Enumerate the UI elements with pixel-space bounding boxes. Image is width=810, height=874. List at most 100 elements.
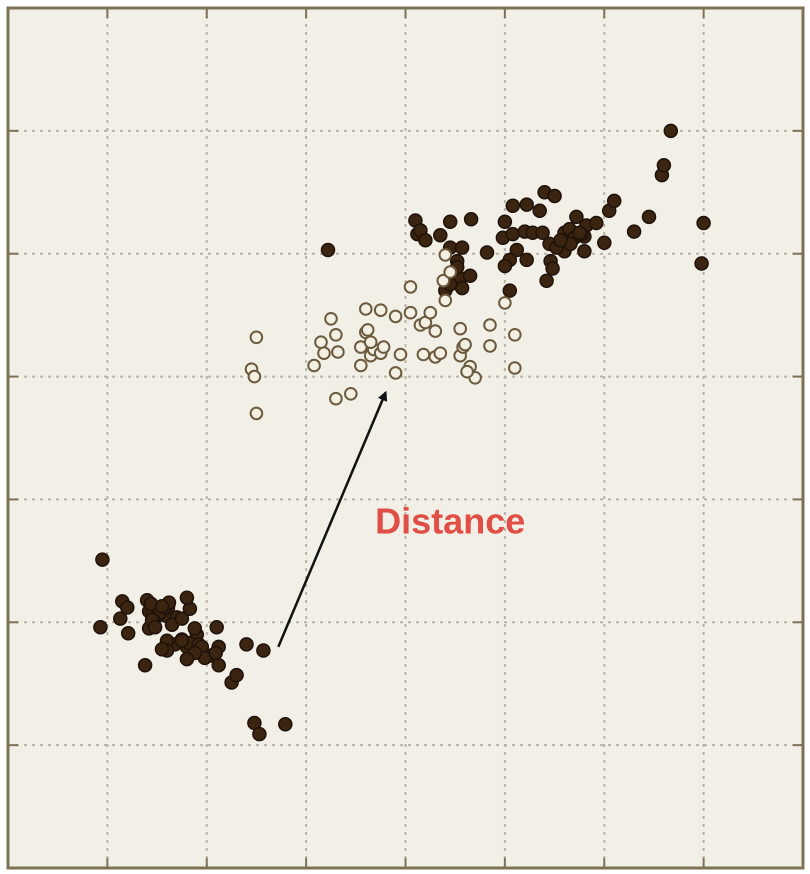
hollow-point [388, 366, 403, 380]
hollow-point [483, 339, 497, 353]
filled-point [179, 651, 195, 667]
filled-point [519, 252, 534, 268]
filled-point [497, 258, 513, 274]
filled-point [577, 244, 592, 259]
filled-point [663, 123, 679, 139]
filled-point [187, 621, 203, 636]
filled-point [147, 619, 163, 635]
data-points [93, 123, 711, 742]
hollow-point [428, 324, 443, 338]
hollow-point [363, 335, 378, 350]
hollow-point [416, 347, 431, 362]
filled-point [174, 633, 190, 648]
filled-point [553, 232, 568, 248]
filled-point [463, 212, 479, 227]
filled-point [641, 209, 657, 225]
hollow-point [403, 280, 418, 294]
filled-point [539, 273, 554, 288]
gridlines [8, 8, 803, 868]
filled-point [547, 188, 562, 204]
filled-point [589, 215, 604, 231]
filled-point [497, 214, 513, 230]
hollow-point [354, 358, 368, 373]
hollow-point [249, 330, 264, 345]
hollow-point [393, 347, 408, 362]
filled-point [278, 717, 293, 732]
filled-point [209, 619, 224, 635]
filled-point [479, 245, 495, 260]
filled-point [113, 611, 128, 626]
filled-point [519, 197, 534, 212]
hollow-point [483, 318, 497, 332]
hollow-point [324, 312, 338, 326]
distance-label: Distance [375, 501, 525, 542]
filled-point [532, 203, 547, 218]
plot-background [8, 8, 803, 868]
hollow-point [376, 340, 391, 354]
hollow-point [458, 337, 472, 352]
hollow-point [329, 391, 343, 406]
filled-point [535, 225, 550, 241]
filled-point [656, 158, 672, 173]
filled-point [454, 240, 470, 255]
filled-point [505, 226, 521, 242]
filled-point [120, 600, 135, 615]
hollow-point [508, 328, 522, 342]
filled-point [509, 242, 525, 258]
filled-point [137, 658, 153, 673]
hollow-point [460, 364, 474, 379]
hollow-point [344, 387, 358, 401]
filled-point [606, 193, 622, 209]
hollow-point [433, 346, 448, 361]
filled-point [229, 667, 244, 683]
filled-point [93, 619, 108, 635]
filled-point [433, 228, 448, 243]
filled-point [208, 645, 223, 661]
hollow-point [249, 406, 264, 421]
filled-point [505, 198, 521, 214]
filled-point [120, 626, 136, 641]
filled-point [252, 726, 267, 742]
filled-point [696, 215, 711, 231]
filled-point [179, 590, 195, 605]
filled-point [454, 280, 470, 296]
hollow-point [359, 302, 373, 316]
hollow-point [373, 303, 388, 318]
hollow-point [498, 296, 512, 310]
hollow-point [436, 273, 451, 288]
hollow-point [423, 305, 438, 320]
hollow-point [453, 321, 468, 336]
hollow-point [443, 265, 458, 279]
filled-point [462, 268, 478, 284]
filled-point [95, 552, 110, 567]
filled-point [694, 256, 709, 271]
hollow-point [360, 323, 375, 337]
hollow-point [307, 358, 321, 373]
filled-point [211, 658, 226, 673]
filled-point [569, 209, 584, 225]
filled-point [154, 599, 170, 614]
hollow-point [388, 309, 403, 324]
filled-point [545, 261, 560, 276]
filled-point [154, 642, 170, 657]
plot-frame [6, 6, 805, 870]
hollow-point [438, 293, 453, 308]
filled-point [239, 637, 254, 652]
hollow-point [314, 335, 328, 350]
distance-arrow [277, 390, 388, 648]
hollow-point [329, 328, 343, 342]
filled-point [442, 214, 458, 230]
hollow-point [403, 305, 418, 320]
filled-point [256, 643, 271, 658]
filled-point [418, 232, 433, 248]
hollow-point [508, 361, 522, 375]
filled-point [597, 235, 612, 250]
filled-point [626, 224, 642, 239]
filled-point [572, 225, 587, 241]
hollow-point [317, 346, 331, 361]
hollow-point [438, 248, 453, 262]
hollow-point [247, 369, 262, 384]
filled-point [502, 283, 518, 298]
annotations: Distance [277, 390, 525, 648]
